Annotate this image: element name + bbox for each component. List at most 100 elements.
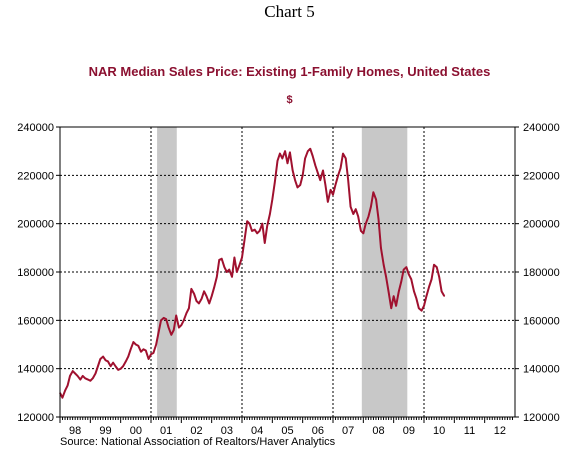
data-point [66,384,69,387]
x-tick-label: 01 [160,425,172,437]
data-point [183,319,185,321]
data-point [317,172,319,174]
data-point [400,281,402,283]
data-point [349,206,352,208]
x-tick-label: 03 [221,425,233,437]
data-point [314,165,317,167]
data-point [89,380,91,382]
data-point [130,348,132,350]
axis-layer: 240000 240000 220000 220000 200000 200000 1800… [17,122,559,437]
y-tick-label-right: 220000 [523,170,560,182]
chart-number-label: Chart 5 [264,2,315,21]
data-point [269,213,271,215]
data-point [334,184,337,186]
x-tick-label: 07 [342,425,354,437]
data-point [360,230,362,232]
data-point [84,377,86,379]
data-point [362,232,364,234]
data-point [92,377,94,379]
y-tick-label-right: 200000 [523,219,560,231]
data-point [127,355,129,358]
data-point [211,295,213,297]
data-point [372,191,374,193]
data-point [117,369,119,371]
x-tick-label: 08 [372,425,384,437]
data-point [258,230,261,232]
data-point [231,276,233,278]
series-layer [59,147,446,399]
data-point [163,317,165,319]
x-tick-label: 02 [190,425,202,437]
y-tick-label-right: 180000 [523,267,560,279]
data-point [208,302,210,305]
data-point [370,206,372,208]
data-point [264,242,266,244]
data-point [261,223,263,225]
data-point [145,349,147,352]
data-point [398,290,400,292]
data-point [408,273,410,276]
data-point [332,194,334,196]
data-point [304,157,306,160]
data-point [190,288,192,290]
data-point [329,189,332,191]
data-point [292,169,294,172]
data-point [180,324,182,326]
data-point [178,326,180,329]
data-point [296,186,299,189]
data-point [72,370,74,372]
data-point [294,179,296,181]
data-point [79,378,81,381]
data-point [193,293,195,295]
data-point [355,208,357,210]
data-point [438,276,440,278]
y-tick-label-right: 160000 [523,315,560,327]
data-point [135,343,137,346]
data-point [279,152,281,155]
x-tick-label: 98 [69,425,81,437]
data-point [302,174,304,176]
data-point [147,358,150,360]
data-point [319,179,321,181]
data-point [365,223,367,225]
x-tick-label: 12 [494,425,506,437]
data-point [423,305,425,307]
data-point [223,266,226,268]
x-tick-label: 00 [130,425,142,437]
chart-title: NAR Median Sales Price: Existing 1-Famil… [88,64,491,79]
data-point [218,259,220,261]
y-tick-label-right: 120000 [523,412,560,424]
y-tick-label-right: 140000 [523,364,560,376]
data-point [387,290,390,292]
data-point [324,184,327,186]
data-point [87,378,89,381]
data-point [428,285,430,288]
data-point [107,360,109,363]
data-point [405,266,408,268]
data-point [281,157,283,160]
data-point [347,179,349,181]
data-point [243,239,246,242]
data-point [213,287,215,289]
data-point [112,362,114,364]
data-point [198,302,200,305]
data-point [76,375,79,377]
data-point [160,319,162,321]
data-point [286,162,289,164]
data-point [152,352,155,354]
grid-layer [60,127,515,417]
data-point [289,151,291,153]
x-tick-label: 99 [99,425,111,437]
data-point [436,266,438,268]
data-point [385,276,387,278]
data-point [125,360,127,363]
data-point [413,290,415,292]
y-tick-label-left: 220000 [17,170,54,182]
data-point [395,305,397,307]
data-point [337,174,339,176]
data-point [403,268,405,271]
data-point [120,368,122,370]
data-point [61,397,64,399]
data-point [443,295,445,297]
